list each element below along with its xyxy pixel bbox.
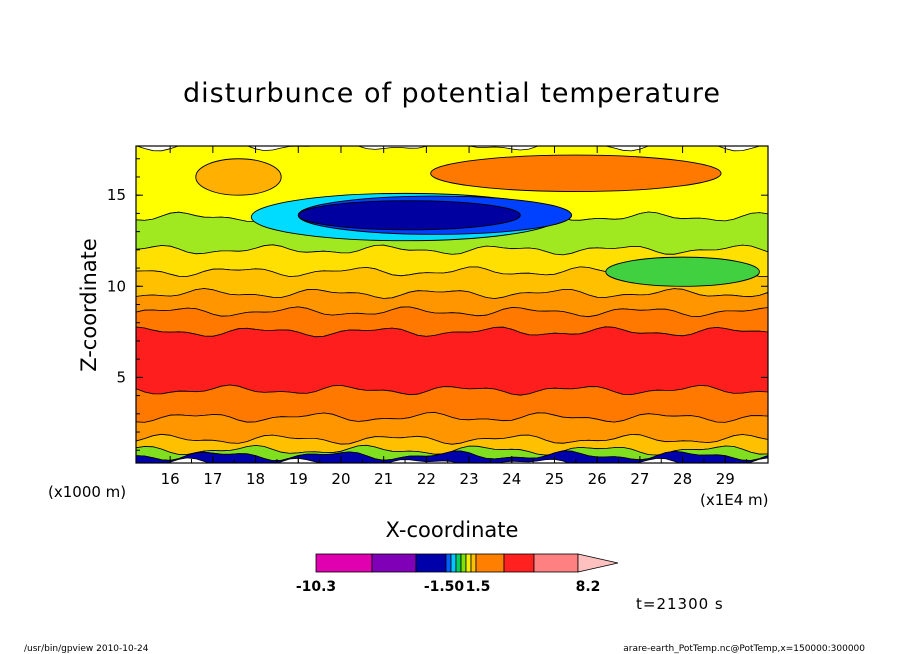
contour-band xyxy=(136,412,768,445)
footer-left: /usr/bin/gpview 2010-10-24 xyxy=(24,644,149,654)
y-scale-label: (x1000 m) xyxy=(48,483,126,501)
axis-ticks: 16 17 18 19 20 21 22 23 24 25 26 27 28 29 5 10 15 xyxy=(107,146,768,488)
x-scale-label: (x1E4 m) xyxy=(700,491,769,509)
y-tick-label: 5 xyxy=(116,368,126,386)
x-tick-label: 16 xyxy=(161,470,180,488)
plot-area xyxy=(136,146,768,463)
x-tick-label: 23 xyxy=(460,470,479,488)
x-tick-label: 25 xyxy=(545,470,564,488)
colorbar-swatch xyxy=(460,553,467,573)
x-tick-label: 20 xyxy=(331,470,350,488)
colorbar-label: 8.2 xyxy=(576,579,601,595)
x-tick-label: 17 xyxy=(203,470,222,488)
footer-right: arare-earth_PotTemp.nc@PotTemp,x=150000:… xyxy=(623,644,865,654)
x-tick-label: 22 xyxy=(417,470,436,488)
time-label: t=21300 s xyxy=(636,595,724,613)
colorbar-label: -1.50 xyxy=(424,579,465,595)
colorbar-swatch xyxy=(465,553,472,573)
chart-title: disturbunce of potential temperature xyxy=(183,78,721,109)
y-axis-label: Z-coordinate xyxy=(77,238,101,372)
x-tick-label: 21 xyxy=(374,470,393,488)
colorbar-swatch xyxy=(455,553,462,573)
x-tick-label: 27 xyxy=(630,470,649,488)
colorbar-label: 1.5 xyxy=(466,579,491,595)
x-tick-label: 26 xyxy=(588,470,607,488)
y-tick-label: 10 xyxy=(107,277,126,295)
colorbar-swatch xyxy=(533,553,579,573)
x-tick-label: 29 xyxy=(716,470,735,488)
colorbar-labels: -10.3 -1.50 1.5 8.2 xyxy=(296,579,601,595)
contour-feature-mid-right-green xyxy=(605,256,760,287)
colorbar xyxy=(315,553,619,573)
x-tick-label: 19 xyxy=(289,470,308,488)
colorbar-label: -10.3 xyxy=(296,579,336,595)
colorbar-swatch xyxy=(475,553,505,573)
colorbar-arrow xyxy=(577,553,619,573)
x-axis-label: X-coordinate xyxy=(386,518,519,542)
contour-feature-upper-right-warm-max xyxy=(430,154,722,192)
colorbar-swatch xyxy=(450,553,457,573)
x-tick-label: 18 xyxy=(246,470,265,488)
colorbar-swatch xyxy=(371,553,417,573)
colorbar-swatch xyxy=(315,553,373,573)
colorbar-swatch xyxy=(415,553,447,573)
colorbar-swatch xyxy=(503,553,535,573)
x-tick-label: 28 xyxy=(673,470,692,488)
colorbar-swatch xyxy=(445,553,452,573)
contour-feature-upper-left-warm xyxy=(195,158,282,196)
contour-feature-cold-core-inner xyxy=(297,200,521,231)
colorbar-swatch xyxy=(470,553,477,573)
y-tick-label: 15 xyxy=(107,186,126,204)
x-tick-label: 24 xyxy=(502,470,521,488)
